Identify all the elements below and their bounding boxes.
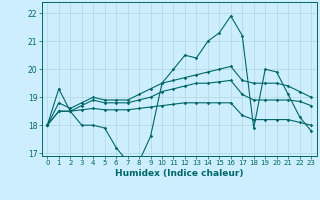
X-axis label: Humidex (Indice chaleur): Humidex (Indice chaleur)	[115, 169, 244, 178]
